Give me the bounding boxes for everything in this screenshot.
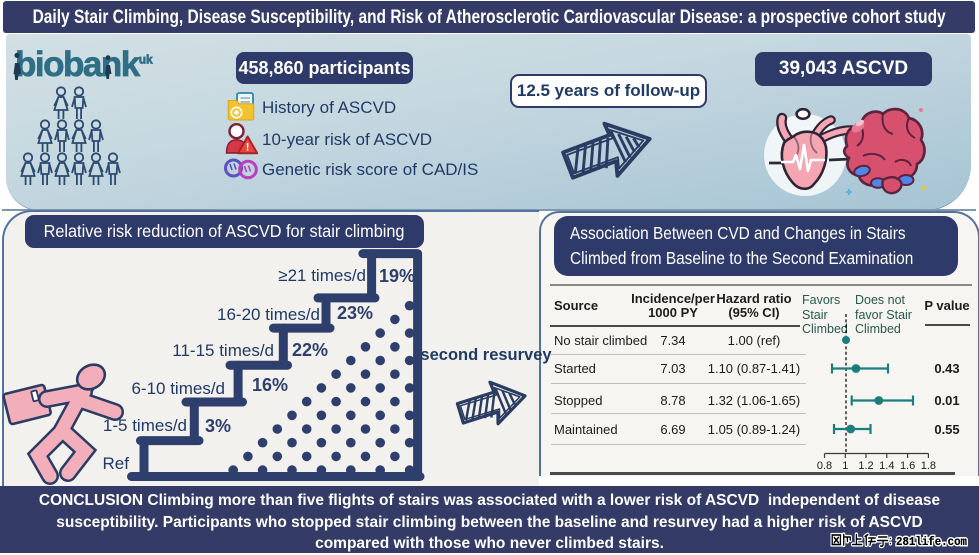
svg-text:0.8: 0.8 xyxy=(817,460,832,472)
svg-text:1.6: 1.6 xyxy=(900,460,915,472)
svg-text:281life.com: 281life.com xyxy=(896,536,967,549)
svg-text:1.2: 1.2 xyxy=(858,460,873,472)
svg-text:1.4: 1.4 xyxy=(879,460,894,472)
svg-text:281life.com: 281life.com xyxy=(896,536,967,549)
svg-text:1.8: 1.8 xyxy=(921,460,936,472)
svg-text:1: 1 xyxy=(842,460,848,472)
svg-text:!: ! xyxy=(246,142,250,154)
